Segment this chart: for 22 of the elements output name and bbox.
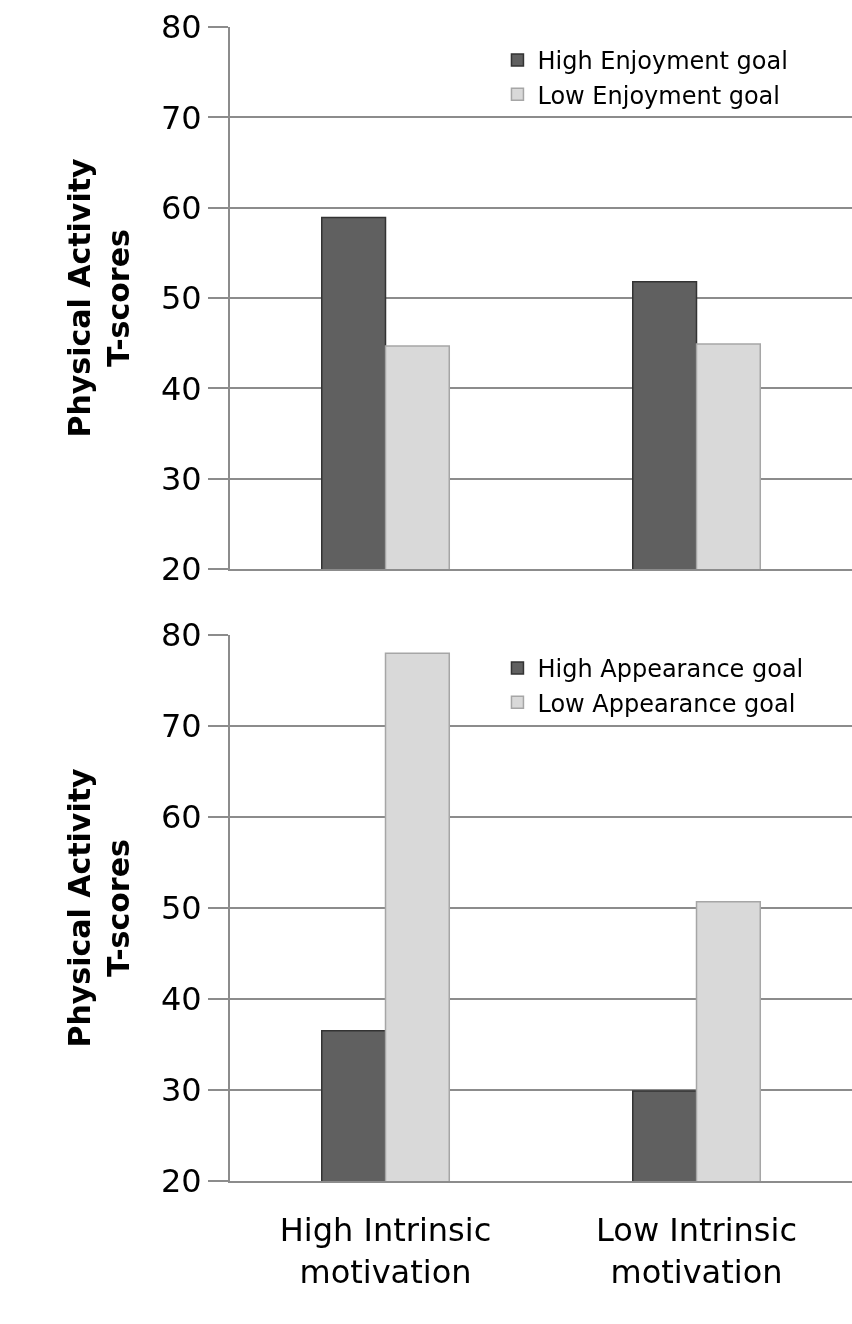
y-axis-title: Physical Activity T-scores xyxy=(62,157,137,438)
legend-label: Low Enjoyment goal xyxy=(537,81,780,110)
y-tick-label: 50 xyxy=(160,889,202,928)
y-tick-label: 60 xyxy=(160,798,202,837)
legend-label: High Enjoyment goal xyxy=(537,47,788,76)
y-tick-label: 70 xyxy=(160,98,202,137)
legend-label: High Appearance goal xyxy=(537,655,804,684)
y-tick-label: 80 xyxy=(160,616,202,655)
y-tick-label: 30 xyxy=(160,459,202,498)
y-tick-label: 40 xyxy=(160,980,202,1019)
legend-label: Low Appearance goal xyxy=(537,689,796,718)
x-tick-label: High Intrinsic motivation xyxy=(279,1211,492,1291)
y-axis-title: Physical Activity T-scores xyxy=(62,767,137,1048)
x-tick-label: Low Intrinsic motivation xyxy=(596,1211,797,1291)
y-tick-label: 70 xyxy=(160,707,202,746)
y-tick-label: 80 xyxy=(160,8,202,47)
y-tick-label: 50 xyxy=(160,279,202,318)
y-tick-label: 60 xyxy=(160,188,202,227)
y-tick-label: 20 xyxy=(160,550,202,589)
y-tick-label: 40 xyxy=(160,369,202,408)
y-tick-label: 20 xyxy=(160,1162,202,1201)
y-tick-label: 30 xyxy=(160,1071,202,1110)
